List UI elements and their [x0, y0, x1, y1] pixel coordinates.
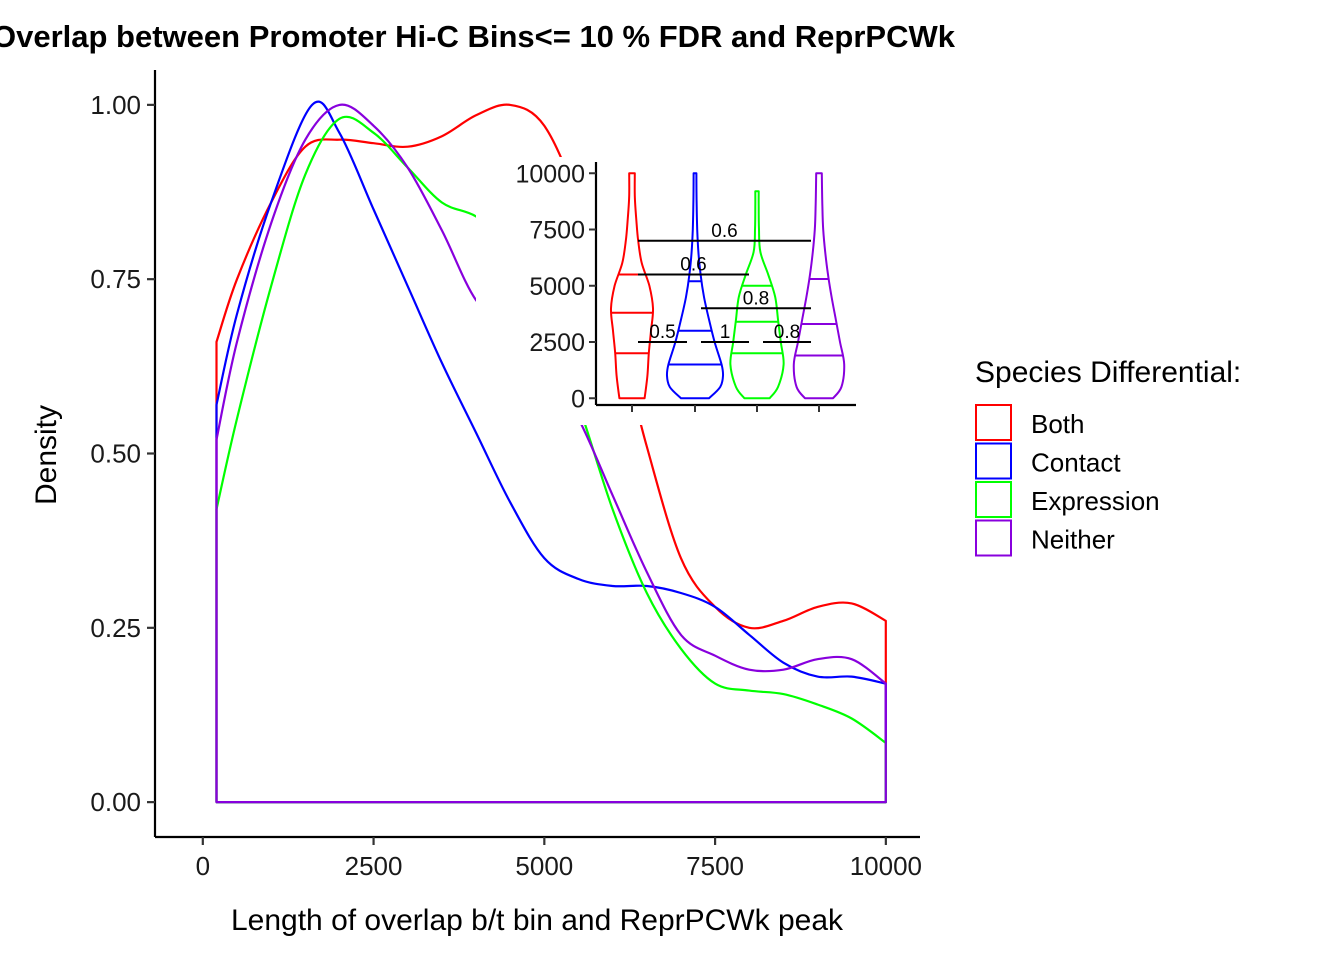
y-axis-title: Density: [30, 405, 63, 505]
y-tick-label: 0.25: [90, 613, 141, 643]
x-tick-label: 2500: [345, 851, 403, 881]
legend-label: Both: [1031, 409, 1085, 439]
legend-key: [975, 404, 1012, 441]
legend-label: Contact: [1031, 448, 1121, 478]
x-tick-label: 0: [196, 851, 210, 881]
violin-body-expression: [729, 190, 785, 400]
inset-y-tick-label: 5000: [529, 273, 585, 301]
y-tick-label: 1.00: [90, 90, 141, 120]
legend-item-expression: Expression: [975, 481, 1160, 518]
x-tick-label: 5000: [515, 851, 573, 881]
y-tick-label: 0.75: [90, 264, 141, 294]
inset-y-tick-label: 10000: [515, 160, 585, 188]
legend-label: Neither: [1031, 525, 1115, 555]
violin-expression: [729, 190, 785, 400]
inset-y-tick-label: 7500: [529, 217, 585, 245]
y-tick-label: 0.00: [90, 787, 141, 817]
chart-title: Overlap between Promoter Hi-C Bins<= 10 …: [0, 19, 956, 54]
inset-y-tick-label: 2500: [529, 329, 585, 357]
density-curve-both: [215, 103, 887, 804]
density-series-contact: [215, 100, 887, 804]
inset-violin-plot: 0.60.6 0.8 0.5 1 0.8 0 2500 5000 7500 10000: [476, 157, 861, 425]
comparison-pvalue: 0.5: [649, 322, 675, 343]
comparison-pvalue: 0.6: [680, 255, 706, 276]
inset-y-tick-label: 0: [571, 385, 585, 413]
comparison-pvalue: 0.8: [774, 322, 800, 343]
x-axis-title: Length of overlap b/t bin and ReprPCWk p…: [231, 904, 844, 937]
legend-item-contact: Contact: [975, 442, 1121, 480]
comparison-pvalue: 0.8: [743, 288, 769, 309]
density-curve-contact: [215, 100, 887, 804]
legend-label: Expression: [1031, 486, 1160, 516]
legend: Species Differential: Both Contact Express…: [975, 356, 1241, 557]
density-series-both: [215, 103, 887, 804]
legend-item-neither: Neither: [975, 519, 1115, 557]
legend-title: Species Differential:: [975, 356, 1241, 389]
legend-item-both: Both: [975, 404, 1085, 441]
x-tick-label: 10000: [850, 851, 922, 881]
x-tick-label: 7500: [686, 851, 744, 881]
comparison-pvalue: 0.6: [711, 221, 737, 242]
legend-key: [975, 519, 1012, 557]
legend-key: [975, 481, 1012, 518]
legend-key: [975, 442, 1012, 480]
comparison-pvalue: 1: [720, 322, 731, 343]
y-tick-label: 0.50: [90, 439, 141, 469]
